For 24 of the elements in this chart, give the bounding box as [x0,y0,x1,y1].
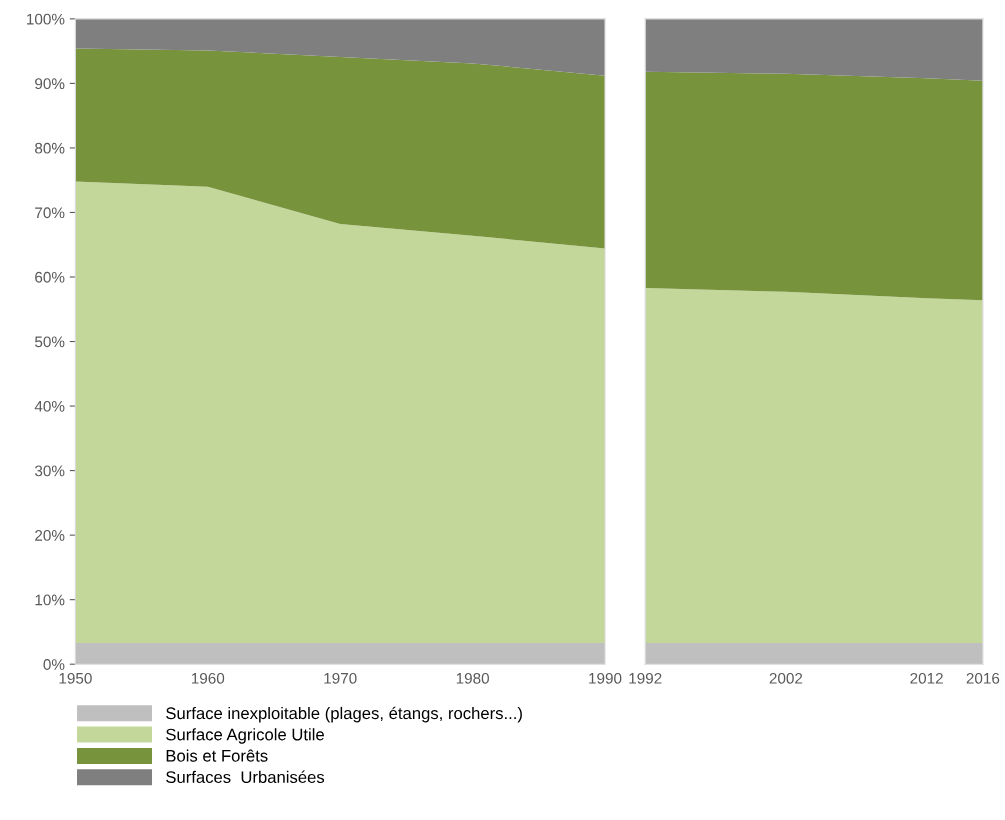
legend-label: Surface Agricole Utile [166,728,324,744]
y-tick-label: 30% [34,465,65,477]
y-tick-label: 80% [35,142,65,154]
y-tick-label: 50% [34,336,65,348]
x-tick-label: 1992 [629,672,662,684]
y-tick-label: 0% [43,659,65,670]
y-tick-label: 70% [35,207,65,219]
x-tick-label: 2002 [769,672,803,684]
x-tick-label: 1960 [191,672,225,684]
legend-label: Surfaces Urbanisées [166,770,325,784]
x-tick-label: 2012 [910,672,943,684]
x-tick-label: 1990 [589,672,622,684]
x-tick-label: 2016 [966,672,1000,684]
y-tick-label: 100% [27,13,65,25]
legend-label: Surface inexploitable (plages, étangs, rochers...) [166,706,522,723]
y-tick-label: 60% [35,271,65,283]
x-tick-label: 1980 [456,672,489,684]
y-tick-label: 40% [34,400,65,412]
x-tick-label: 1950 [59,672,92,684]
y-tick-label: 90% [35,78,65,90]
y-tick-label: 20% [35,530,65,541]
y-tick-label: 10% [35,594,65,606]
x-tick-label: 1970 [324,672,357,684]
legend-label: Bois et Forêts [166,749,268,762]
